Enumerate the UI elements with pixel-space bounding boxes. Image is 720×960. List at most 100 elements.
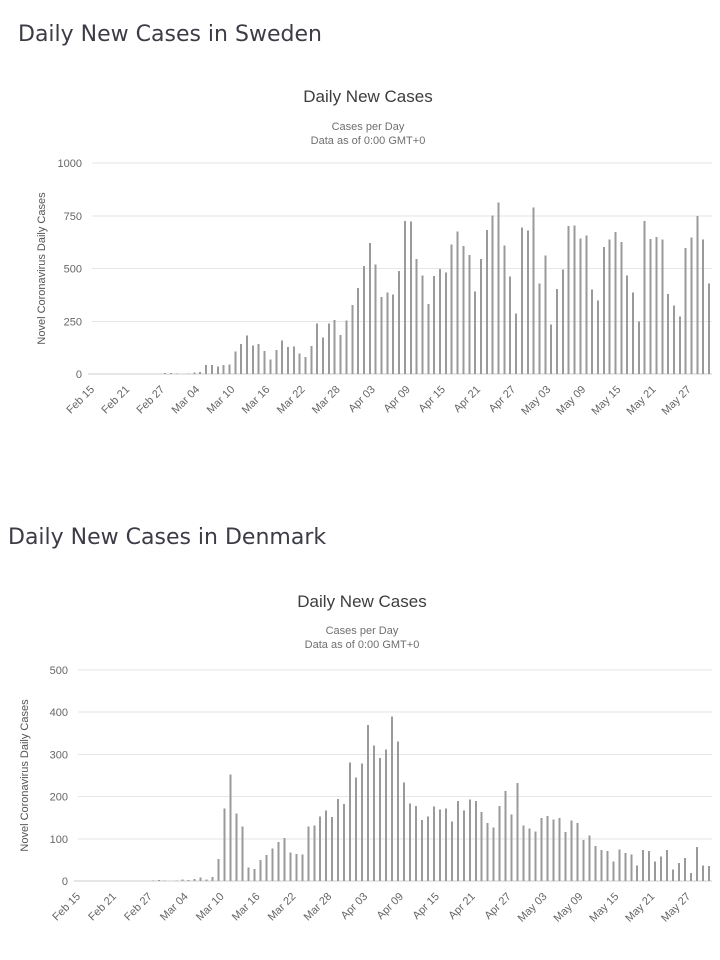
bar[interactable] (608, 239, 611, 374)
bar[interactable] (538, 283, 541, 374)
bar[interactable] (624, 853, 627, 881)
bar[interactable] (588, 835, 591, 881)
bar[interactable] (552, 819, 555, 881)
bar[interactable] (678, 862, 681, 881)
bar[interactable] (169, 373, 172, 374)
bar[interactable] (585, 235, 588, 374)
bar[interactable] (402, 782, 405, 881)
bar[interactable] (357, 288, 360, 374)
bar[interactable] (696, 215, 699, 374)
bar[interactable] (564, 832, 567, 881)
bar[interactable] (304, 357, 307, 374)
bar[interactable] (295, 853, 298, 881)
bar[interactable] (283, 837, 286, 881)
bar[interactable] (433, 275, 436, 374)
bar[interactable] (570, 820, 573, 881)
bar[interactable] (474, 800, 477, 881)
bar[interactable] (479, 259, 482, 374)
bar[interactable] (373, 745, 376, 881)
bar[interactable] (432, 806, 435, 881)
bar[interactable] (337, 799, 340, 881)
bar[interactable] (235, 813, 238, 881)
bar[interactable] (558, 818, 561, 881)
bar[interactable] (275, 350, 278, 374)
bar[interactable] (301, 854, 304, 881)
bar[interactable] (480, 811, 483, 881)
bar[interactable] (450, 821, 453, 882)
bar[interactable] (247, 867, 250, 882)
bar[interactable] (655, 237, 658, 374)
bar[interactable] (339, 335, 342, 374)
bar[interactable] (667, 293, 670, 374)
bar[interactable] (600, 849, 603, 881)
bar[interactable] (567, 225, 570, 374)
bar[interactable] (708, 283, 711, 374)
bar[interactable] (367, 724, 370, 881)
bar[interactable] (322, 337, 325, 374)
bar[interactable] (313, 825, 316, 881)
bar[interactable] (391, 716, 394, 881)
bar[interactable] (277, 841, 280, 881)
bar[interactable] (649, 239, 652, 374)
bar[interactable] (515, 313, 518, 374)
bar[interactable] (606, 851, 609, 881)
bar[interactable] (319, 816, 322, 881)
bar[interactable] (269, 359, 272, 374)
bar[interactable] (546, 816, 549, 881)
bar[interactable] (286, 346, 289, 374)
bar[interactable] (708, 866, 711, 881)
bar[interactable] (223, 808, 226, 881)
bar[interactable] (636, 865, 639, 881)
bar[interactable] (462, 810, 465, 881)
bar[interactable] (331, 816, 334, 881)
bar[interactable] (485, 230, 488, 374)
bar[interactable] (550, 324, 553, 374)
bar[interactable] (199, 371, 202, 374)
bar[interactable] (240, 344, 243, 374)
bar[interactable] (217, 859, 220, 881)
denmark-daily-cases-bar-chart[interactable]: 0 100 200 300 400 500 Feb 15 Feb 21 Feb 27 Mar 04… (0, 650, 720, 960)
bar[interactable] (618, 849, 621, 881)
bar[interactable] (246, 335, 248, 374)
bar[interactable] (263, 351, 266, 374)
bar[interactable] (544, 255, 547, 374)
bar[interactable] (702, 239, 705, 374)
bar[interactable] (392, 294, 395, 374)
bar[interactable] (582, 840, 585, 881)
bar[interactable] (626, 275, 629, 374)
bar[interactable] (444, 272, 447, 374)
bar[interactable] (211, 877, 214, 881)
bar[interactable] (351, 304, 354, 374)
bar[interactable] (661, 239, 664, 374)
bar[interactable] (450, 244, 453, 374)
bar[interactable] (660, 856, 663, 881)
bar[interactable] (374, 264, 377, 374)
bar[interactable] (368, 242, 371, 374)
bar[interactable] (216, 366, 219, 374)
bar[interactable] (333, 320, 336, 374)
bar[interactable] (637, 321, 640, 374)
bar[interactable] (292, 346, 295, 374)
bar[interactable] (234, 351, 237, 374)
bar[interactable] (696, 846, 699, 881)
bar[interactable] (444, 808, 447, 881)
bar[interactable] (632, 292, 635, 374)
bar[interactable] (614, 232, 617, 374)
bar[interactable] (654, 861, 657, 881)
bar[interactable] (228, 364, 231, 374)
bar[interactable] (456, 231, 459, 374)
bar[interactable] (456, 801, 459, 881)
bar[interactable] (398, 271, 401, 374)
bar[interactable] (666, 849, 669, 881)
bar[interactable] (349, 762, 352, 881)
bar[interactable] (522, 825, 525, 881)
bar[interactable] (602, 246, 605, 374)
bar[interactable] (205, 879, 208, 881)
bar[interactable] (345, 320, 348, 374)
bar[interactable] (253, 869, 256, 881)
bar[interactable] (468, 255, 471, 374)
bar[interactable] (408, 803, 411, 881)
bar[interactable] (316, 323, 319, 374)
bar[interactable] (193, 372, 196, 374)
